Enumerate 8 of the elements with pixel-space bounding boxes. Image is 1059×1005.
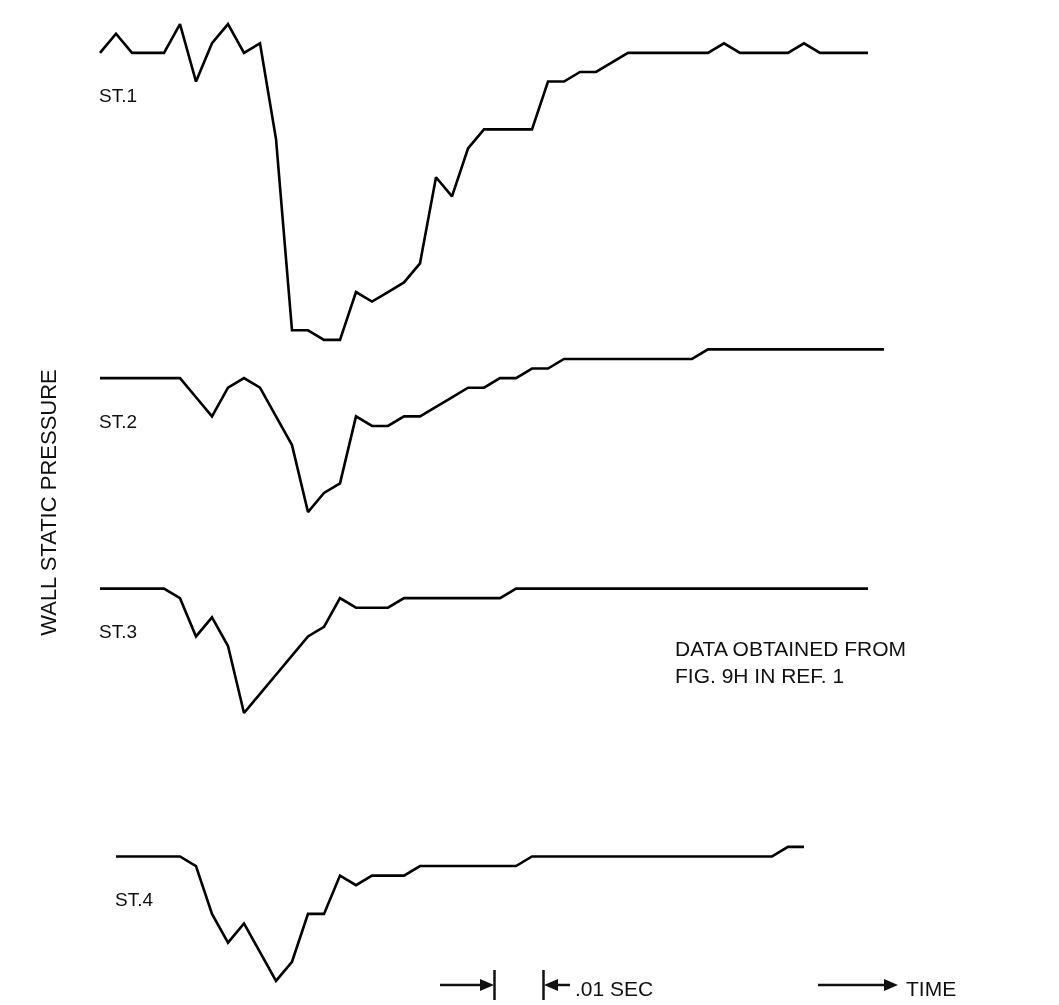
annotation: .01 SEC	[575, 977, 654, 1000]
series-label: ST.2	[99, 411, 138, 432]
series-label: ST.4	[115, 889, 154, 910]
annotation: TIME	[906, 977, 957, 1000]
series-label: ST.1	[99, 85, 138, 106]
y-axis-title: WALL STATIC PRESSURE	[35, 369, 61, 636]
series-label: ST.3	[99, 621, 138, 642]
annotation: DATA OBTAINED FROM FIG. 9H IN REF. 1	[675, 637, 907, 688]
